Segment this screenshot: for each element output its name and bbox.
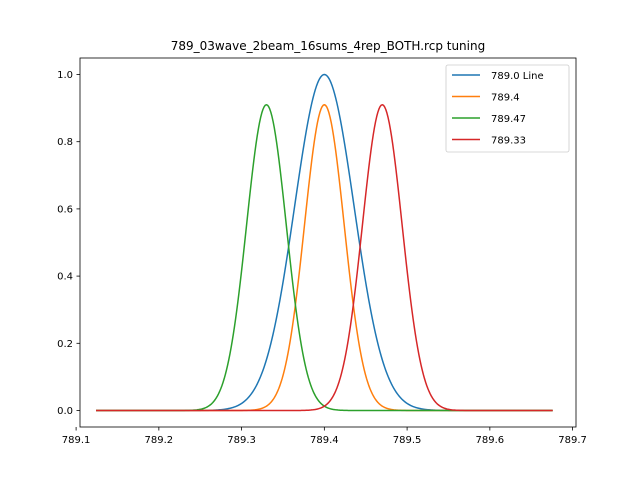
axes: 789.1 789.2 789.3 789.4 789.5 789.6 789.7 0.0 0.… bbox=[57, 57, 587, 446]
legend-box bbox=[445, 64, 570, 153]
x-tick-label-0: 789.1 bbox=[62, 435, 91, 446]
legend-label-1: 789.4 bbox=[491, 93, 520, 104]
x-tick-label-2: 789.3 bbox=[227, 435, 256, 446]
x-tick-label-1: 789.2 bbox=[145, 435, 174, 446]
x-tick-label-4: 789.5 bbox=[393, 435, 422, 446]
y-tick-label-2: 0.4 bbox=[57, 272, 73, 283]
x-tick-label-6: 789.7 bbox=[558, 435, 587, 446]
y-tick-label-3: 0.6 bbox=[57, 204, 73, 215]
series-line-3 bbox=[96, 103, 553, 412]
chart-title: 789_03wave_2beam_16sums_4rep_BOTH.rcp tu… bbox=[171, 39, 485, 53]
y-tick-label-5: 1.0 bbox=[57, 70, 73, 81]
x-tick-label-3: 789.4 bbox=[310, 435, 339, 446]
y-tick-label-0: 0.0 bbox=[57, 406, 73, 417]
legend-label-2: 789.47 bbox=[491, 114, 526, 125]
plot-lines bbox=[96, 73, 553, 412]
legend-label-0: 789.0 Line bbox=[491, 71, 544, 82]
y-tick-label-1: 0.2 bbox=[57, 339, 73, 350]
x-tick-label-5: 789.6 bbox=[476, 435, 505, 446]
legend-label-3: 789.33 bbox=[491, 136, 526, 147]
plot-frame bbox=[79, 57, 577, 428]
y-tick-label-4: 0.8 bbox=[57, 137, 73, 148]
legend: 789.0 Line 789.4 789.47 789.33 bbox=[445, 64, 570, 153]
